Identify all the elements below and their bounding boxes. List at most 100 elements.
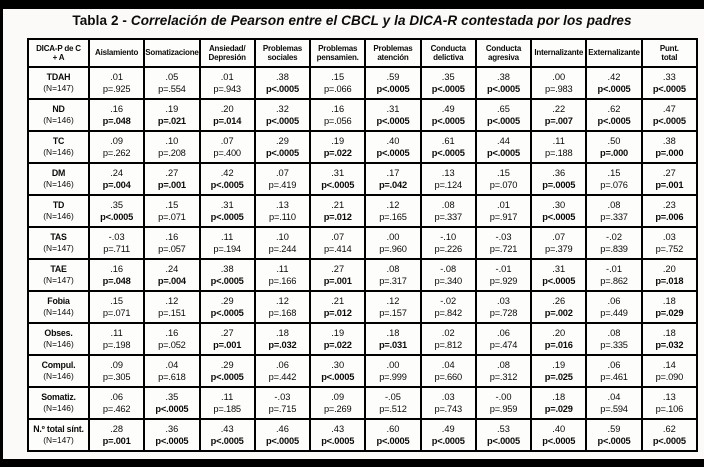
p-value: p=.618 [158,372,186,382]
p-value: p=.021 [157,116,186,126]
p-value: p<.0005 [376,116,410,126]
row-label-cell: ND (N=146) [27,98,90,132]
p-value: p=.157 [379,308,407,318]
p-value: p<.0005 [210,372,244,382]
p-value: p=.340 [434,276,462,286]
correlation-cell: .07 p=.414 [309,226,367,260]
r-value: .11 [552,136,565,146]
p-value: p=.226 [434,244,462,254]
r-value: .17 [386,168,400,178]
correlation-cell: .04 p=.618 [143,354,201,388]
correlation-cell: .43 p<.0005 [198,418,256,452]
p-value: p=.029 [655,308,684,318]
p-value: p<.0005 [542,212,576,222]
row-label: ND [52,104,65,114]
correlation-cell: .23 p=.006 [640,194,699,228]
row-sample-size: (N=146) [43,147,74,157]
p-value: p<.0005 [100,212,134,222]
r-value: .28 [110,424,124,434]
r-value: .03 [662,232,676,242]
correlation-cell: .24 p=.004 [143,258,201,292]
correlation-cell: .07 p=.400 [198,130,256,164]
p-value: p<.0005 [265,84,299,94]
r-value: .02 [441,328,455,338]
p-value: p=.022 [323,340,352,350]
correlation-cell: .18 p=.031 [364,322,422,356]
correlation-cell: .11 p=.185 [198,386,256,420]
correlation-cell: .06 p=.462 [87,386,146,420]
r-value: .20 [662,264,676,274]
correlation-cell: .12 p=.151 [143,290,201,324]
correlation-cell: .38 p<.0005 [253,66,312,100]
correlation-cell: .11 p=.198 [87,322,146,356]
correlation-cell: -.01 p=.929 [474,258,533,292]
r-value: .16 [110,264,124,274]
r-value: .38 [220,264,234,274]
correlation-cell: .44 p<.0005 [474,130,533,164]
r-value: .07 [552,232,566,242]
correlation-cell: .08 p=.335 [585,322,643,356]
correlation-cell: .16 p=.052 [143,322,201,356]
p-value: p=.721 [489,244,518,254]
r-value: .38 [662,136,676,146]
correlation-cell: .19 p=.025 [530,354,588,388]
r-value: .23 [662,200,676,210]
column-header-11: Punt. total [640,38,699,68]
row-label: TC [52,136,65,146]
r-value: .40 [386,136,400,146]
p-value: p=.414 [323,244,352,254]
p-value: p=.016 [544,340,573,350]
correlation-cell: .35 p<.0005 [143,386,201,420]
r-value: .06 [275,360,289,370]
r-value: -.00 [495,392,512,402]
correlation-cell: .06 p=.474 [474,322,533,356]
table-row: TDAH (N=147) .01 p=.925 .05 p=.554 .01 p=.943 .3… [27,66,699,100]
row-label-cell: N.º total sínt. (N=147) [27,418,90,452]
correlation-cell: .47 p<.0005 [640,98,699,132]
column-header-5: Problemas pensamien. [309,38,367,68]
row-sample-size: (N=147) [43,275,74,285]
r-value: .05 [165,72,179,82]
row-sample-size: (N=146) [43,339,74,349]
correlation-cell: .33 p<.0005 [640,66,699,100]
r-value: .60 [386,424,400,434]
p-value: p=.048 [102,116,131,126]
correlation-cell: .18 p=.032 [640,322,699,356]
p-value: p=.052 [158,340,186,350]
p-value: p=.419 [268,180,297,190]
correlation-cell: -.02 p=.839 [585,226,643,260]
r-value: .62 [607,104,621,114]
p-value: p=.042 [378,180,407,190]
r-value: .49 [441,424,455,434]
p-value: p=.076 [600,180,628,190]
row-label-cell: TAS (N=147) [27,226,90,260]
r-value: .33 [662,72,676,82]
row-label: TAE [50,264,67,274]
r-value: .14 [662,360,676,370]
scan-left-border [0,0,3,467]
r-value: .06 [607,296,621,306]
correlation-cell: .15 p=.070 [474,162,533,196]
p-value: p=.194 [213,244,241,254]
r-value: .18 [662,328,676,338]
r-value: .49 [441,104,455,114]
column-header-8: Conducta agresiva [474,38,533,68]
row-sample-size: (N=146) [43,179,74,189]
r-value: .09 [331,392,345,402]
r-value: .26 [552,296,566,306]
r-value: .01 [497,200,510,210]
p-value: p<.0005 [542,436,576,446]
r-value: .31 [220,200,234,210]
p-value: p=.001 [157,180,186,190]
r-value: .42 [607,72,621,82]
p-value: p=.461 [600,372,628,382]
correlation-cell: .27 p=.001 [640,162,699,196]
r-value: .07 [220,136,234,146]
correlation-cell: -.00 p=.959 [474,386,533,420]
correlation-cell: .09 p=.269 [309,386,367,420]
correlation-cell: .15 p=.076 [585,162,643,196]
correlation-cell: .04 p=.594 [585,386,643,420]
p-value: p=.166 [268,276,297,286]
p-value: p=.056 [323,116,352,126]
r-value: -.03 [495,232,512,242]
